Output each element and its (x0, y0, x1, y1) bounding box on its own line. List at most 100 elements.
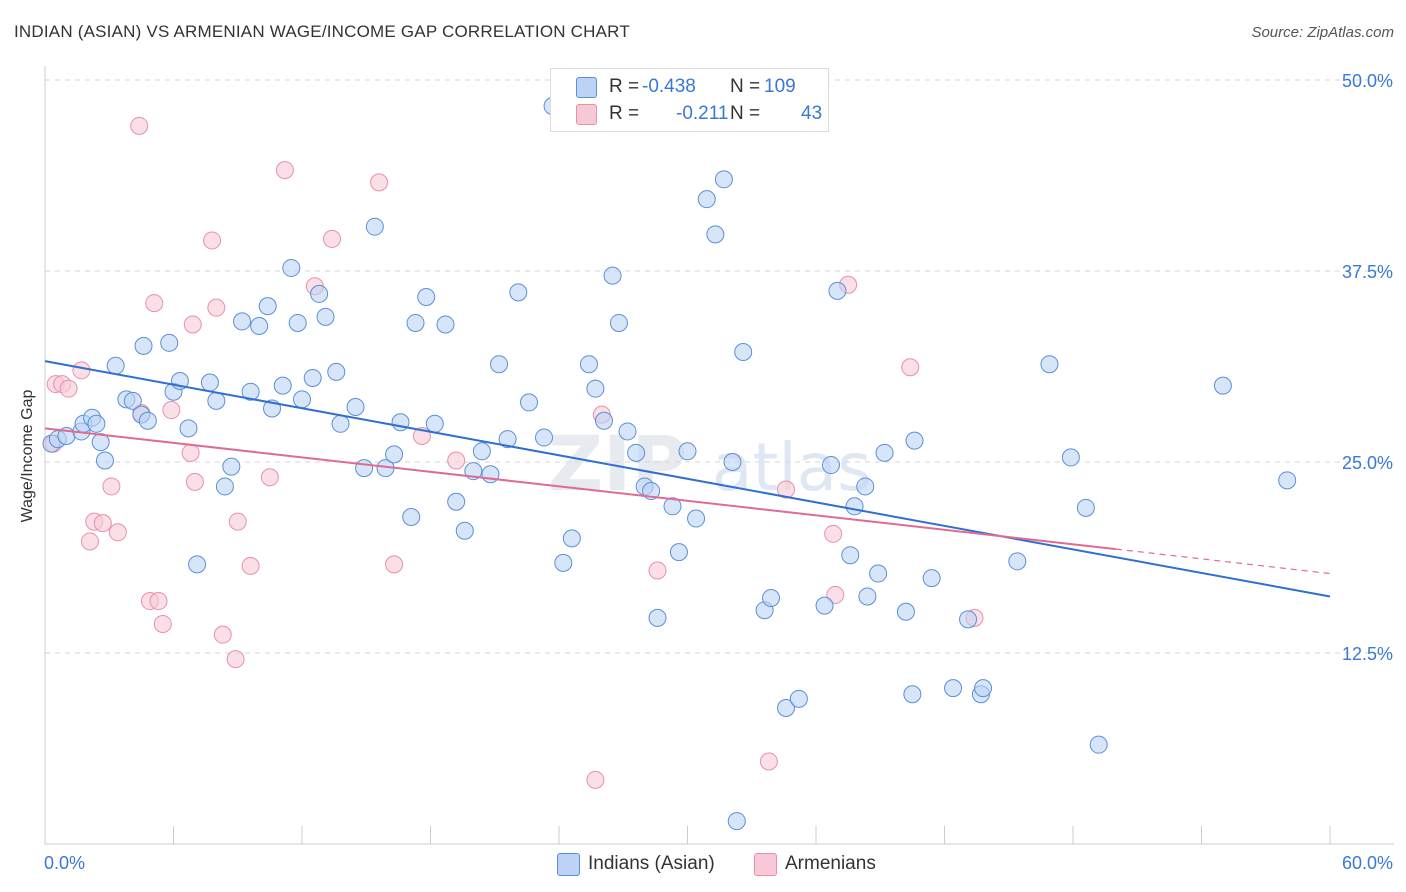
armenian-trend-line (44, 427, 1116, 551)
indian-asian-point (273, 376, 292, 395)
armenian-point (72, 361, 91, 380)
indian-asian-point (974, 679, 993, 698)
indian-asian-point (233, 312, 252, 331)
legend-swatch-blue (576, 77, 597, 98)
indian-asian-point (138, 411, 157, 430)
armenian-point (759, 752, 778, 771)
legend-n-value: 109 (764, 76, 796, 97)
legend-r-value: -0.438 (642, 76, 696, 97)
indian-asian-point (896, 602, 915, 621)
y-tick-label: 25.0% (1342, 453, 1393, 473)
bottom-legend-label: Armenians (785, 853, 876, 874)
armenian-point (901, 358, 920, 377)
armenians-points (44, 116, 984, 789)
indian-asian-point (222, 457, 241, 476)
indian-asian-point (535, 428, 554, 447)
indian-asian-point (106, 356, 125, 375)
armenian-point (181, 443, 200, 462)
indian-asian-trend-line (44, 360, 1331, 598)
armenian-point (824, 524, 843, 543)
indian-asian-point (714, 170, 733, 189)
armenian-point (228, 512, 247, 531)
indian-asian-point (875, 443, 894, 462)
indian-asian-point (490, 355, 509, 374)
legend-swatch-pink (576, 104, 597, 125)
indian-asian-point (316, 307, 335, 326)
indian-asian-point (160, 333, 179, 352)
armenian-point (102, 477, 121, 496)
armenian-point (59, 379, 78, 398)
indian-asian-point (815, 596, 834, 615)
indian-asian-point (618, 422, 637, 441)
armenian-point (648, 561, 667, 580)
indian-asian-point (472, 442, 491, 461)
indian-asian-point (609, 313, 628, 332)
indian-asian-point (207, 391, 226, 410)
armenian-point (826, 585, 845, 604)
indian-asian-point (327, 362, 346, 381)
indian-asian-point (1040, 355, 1059, 374)
indian-asian-point (697, 190, 716, 209)
indian-asian-point (723, 453, 742, 471)
indian-asian-point (250, 317, 269, 336)
indian-asian-point (447, 492, 466, 511)
bottom-legend-swatch-blue (557, 853, 580, 876)
indian-asian-point (922, 569, 941, 588)
legend-n-label: N = (730, 103, 761, 124)
indian-asian-point (179, 419, 198, 438)
indian-asian-point (687, 509, 706, 528)
armenian-point (93, 514, 112, 533)
indian-asian-point (648, 608, 667, 627)
bottom-legend-label: Indians (Asian) (588, 853, 715, 874)
armenian-point (149, 592, 168, 611)
armenian-point (241, 556, 260, 575)
indian-asian-point (310, 284, 329, 303)
indian-asian-point (944, 679, 963, 698)
armenian-point (130, 116, 149, 135)
tick-labels: 12.5% 25.0% 37.5% 50.0% 0.0% 60.0% (44, 71, 1393, 873)
armenian-point (207, 298, 226, 317)
indian-asian-point (959, 610, 978, 629)
armenian-point (80, 532, 99, 551)
indian-asian-point (1089, 735, 1108, 754)
armenian-point (203, 231, 222, 250)
armenian-point (260, 468, 279, 487)
indian-asian-point (594, 411, 613, 430)
armenian-point (275, 161, 294, 180)
indian-asian-point (87, 414, 106, 433)
legend-r-label: R = (609, 103, 640, 124)
indian-asian-point (436, 315, 455, 334)
indian-asian-point (385, 445, 404, 464)
chart-title: INDIAN (ASIAN) VS ARMENIAN WAGE/INCOME G… (14, 22, 630, 41)
trend-lines (44, 360, 1331, 598)
indian-asian-point (1213, 376, 1232, 395)
indian-asian-point (123, 391, 142, 410)
source-label: Source: ZipAtlas.com (1251, 24, 1394, 41)
indian-asian-point (520, 393, 539, 412)
indian-asian-point (509, 283, 528, 302)
y-tick-label: 37.5% (1342, 262, 1393, 282)
indian-asian-point (215, 477, 234, 496)
indian-asian-point (869, 564, 888, 583)
indian-asian-point (425, 414, 444, 433)
armenian-point (226, 650, 245, 669)
indian-asian-point (406, 313, 425, 332)
armenian-point (385, 555, 404, 574)
y-tick-label: 12.5% (1342, 644, 1393, 664)
indian-asian-point (627, 443, 646, 462)
armenian-point (447, 451, 466, 470)
indian-asian-point (200, 373, 219, 392)
armenian-point (162, 401, 181, 420)
indian-asian-point (1061, 448, 1080, 467)
indian-asian-point (905, 431, 924, 450)
armenian-point (145, 294, 164, 313)
axes (44, 66, 1394, 845)
indian-asian-point (734, 342, 753, 361)
indian-asian-point (365, 217, 384, 236)
indian-asian-point (586, 379, 605, 398)
indian-asian-point (554, 553, 573, 572)
indian-asian-point (355, 459, 374, 478)
indian-asian-point (282, 258, 301, 277)
indian-asian-point (91, 433, 110, 452)
indian-asian-point (1076, 498, 1095, 517)
